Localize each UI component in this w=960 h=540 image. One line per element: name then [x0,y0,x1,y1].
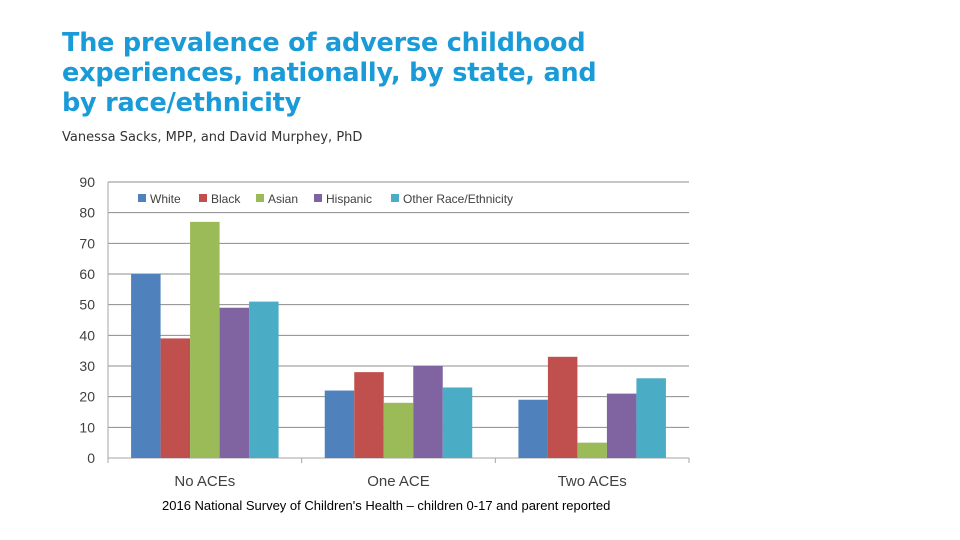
legend-swatch [256,194,264,202]
y-tick-label: 80 [79,205,95,221]
y-tick-label: 60 [79,266,95,282]
bar-asian [577,442,607,458]
bar-other-race-ethnicity [636,378,666,458]
bar-hispanic [219,307,250,458]
bar-other-race-ethnicity [249,301,279,458]
legend-swatch [314,194,322,202]
legend-label: Hispanic [326,192,372,206]
y-tick-label: 50 [79,297,95,313]
bar-hispanic [413,366,443,458]
x-category-label: Two ACEs [558,473,627,490]
legend-label: White [150,192,181,206]
bar-white [324,390,355,458]
y-tick-label: 20 [79,389,95,405]
title-line: experiences, nationally, by state, and [62,58,597,88]
y-tick-label: 70 [79,235,95,251]
bar-asian [190,221,220,458]
x-category-label: One ACE [367,473,430,490]
y-tick-label: 90 [79,174,95,190]
title-line: by race/ethnicity [62,88,302,118]
legend-swatch [138,194,146,202]
bars [131,221,666,458]
bar-white [518,399,548,458]
bar-black [160,338,191,458]
title-line: The prevalence of adverse childhood [62,28,586,58]
bar-white [131,274,161,458]
legend-swatch [391,194,399,202]
axes: 0 10 20 30 40 50 60 70 80 90 No ACEs One ACE Two ACE… [79,174,690,490]
legend-label: Asian [268,192,298,206]
page-title: The prevalence of adverse childhood expe… [62,28,702,118]
x-category-label: No ACEs [174,473,235,490]
bar-black [354,372,384,458]
y-tick-label: 40 [79,327,95,343]
bar-asian [383,402,414,458]
legend-label: Other Race/Ethnicity [403,192,513,206]
y-tick-label: 30 [79,358,95,374]
bar-other-race-ethnicity [442,387,473,458]
legend-label: Black [211,192,241,206]
source-note: 2016 National Survey of Children's Healt… [162,498,611,513]
y-tick-label: 0 [87,450,95,466]
bar-black [547,356,578,458]
bar-hispanic [606,393,637,458]
authors-byline: Vanessa Sacks, MPP, and David Murphey, P… [62,130,363,145]
legend: White Black Asian Hispanic Other Race/Ethnic… [138,192,513,206]
legend-swatch [199,194,207,202]
y-tick-label: 10 [79,419,95,435]
